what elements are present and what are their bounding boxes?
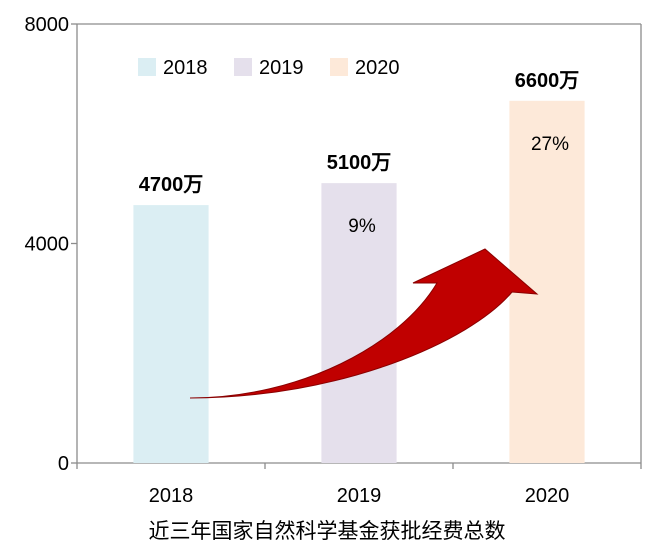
y-axis-ticks: 0 4000 8000	[25, 14, 77, 475]
x-tick-label: 2019	[337, 485, 382, 507]
bar-2019	[321, 183, 397, 463]
legend-label: 2019	[259, 57, 304, 79]
value-label: 5100万	[327, 152, 392, 174]
value-label: 4700万	[139, 174, 204, 196]
x-axis-ticks: 2018 2019 2020	[76, 463, 642, 507]
growth-label: 27%	[531, 134, 569, 155]
y-tick-label: 8000	[25, 14, 70, 36]
value-labels: 4700万 5100万 6600万	[139, 70, 580, 196]
y-tick-label: 0	[58, 453, 69, 475]
value-label: 6600万	[515, 70, 580, 92]
legend-label: 2018	[163, 57, 208, 79]
legend-label: 2020	[355, 57, 400, 79]
legend-swatch	[138, 58, 156, 76]
growth-labels: 9% 27%	[348, 134, 569, 237]
bar-2018	[133, 205, 209, 463]
growth-arrow	[189, 248, 539, 399]
x-tick-label: 2018	[149, 485, 194, 507]
x-tick-label: 2020	[525, 485, 570, 507]
growth-label: 9%	[348, 216, 376, 237]
legend-swatch	[330, 58, 348, 76]
legend-swatch	[234, 58, 252, 76]
legend: 2018 2019 2020	[138, 57, 400, 79]
y-tick-label: 4000	[25, 234, 70, 256]
chart-caption: 近三年国家自然科学基金获批经费总数	[149, 519, 506, 543]
